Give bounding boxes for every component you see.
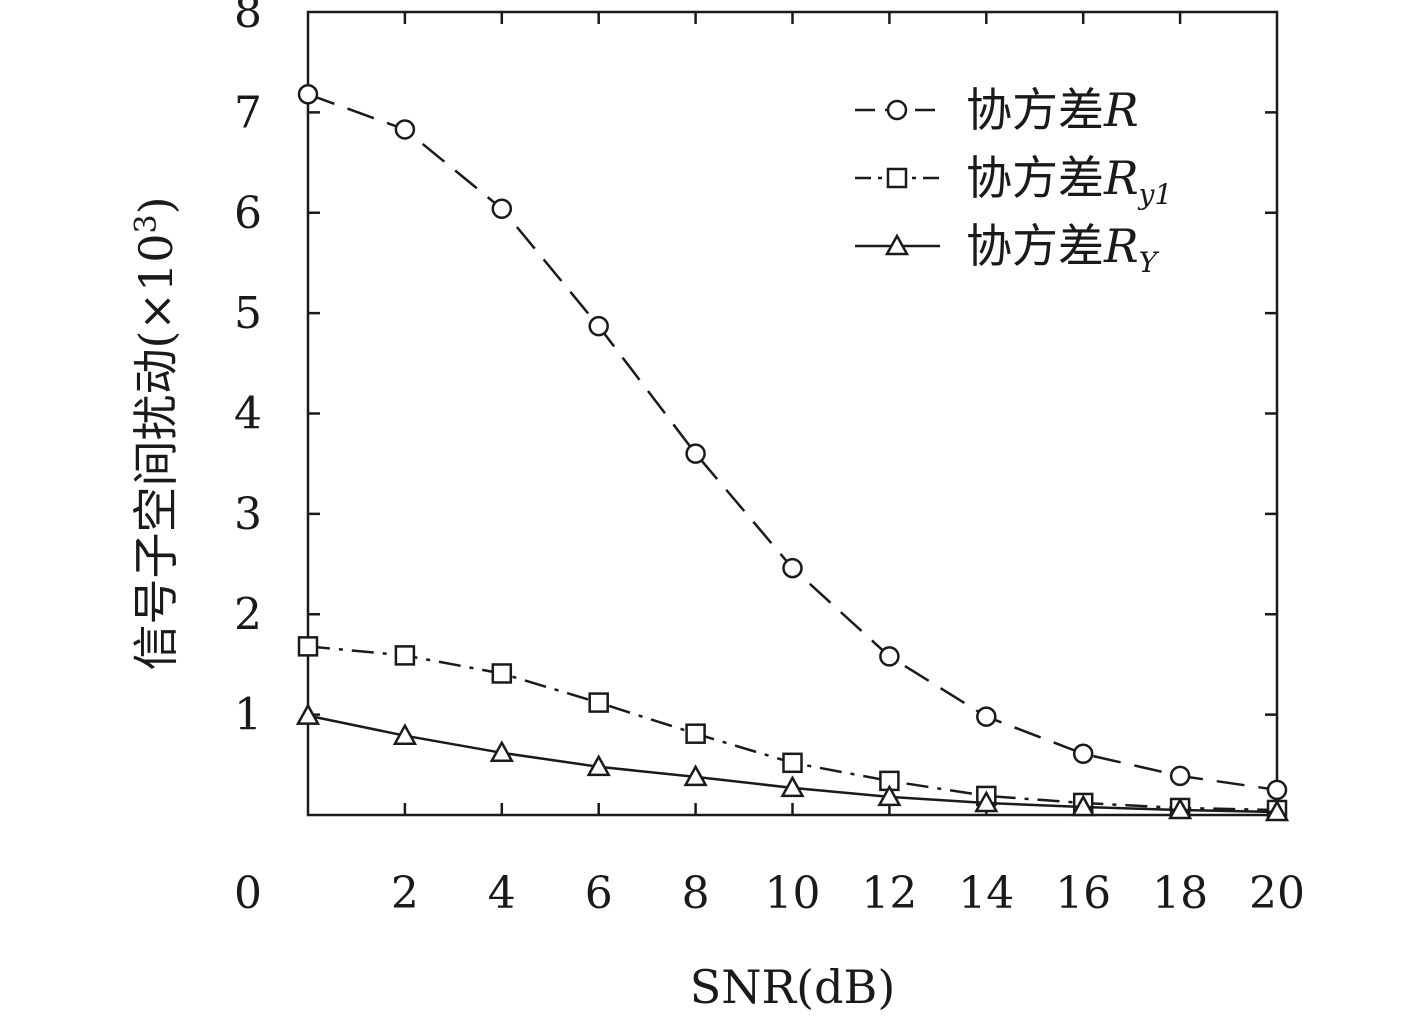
data-point-triangle: [392, 723, 418, 745]
series-layer: [295, 84, 1290, 822]
x-axis: 0 2 4 6 8 10 12 14 16 18 20: [234, 12, 1305, 919]
x-tick-label: 14: [958, 868, 1014, 919]
legend-label-subscript: Y: [1139, 246, 1160, 279]
y-axis-label: 信号子空间扰动(×103): [129, 196, 183, 670]
x-tick-label: 8: [682, 868, 710, 919]
y-axis-label-text: 信号子空间扰动(×10: [129, 234, 183, 671]
x-axis-label: SNR(dB): [690, 960, 896, 1014]
x-tick-label: 4: [488, 868, 516, 919]
data-point-triangle: [1071, 794, 1096, 817]
data-point-square: [297, 636, 319, 657]
y-tick-label: 6: [234, 188, 262, 239]
data-point-triangle: [683, 764, 708, 787]
legend-entry-2: 协方差Ry1: [855, 151, 1172, 211]
x-tick-label: 16: [1055, 868, 1111, 919]
data-point-triangle: [295, 703, 321, 725]
legend-label-symbol: R: [1103, 151, 1139, 205]
data-point-square: [588, 692, 609, 713]
legend-label-text: 协方差: [966, 219, 1104, 273]
data-point-circle: [491, 198, 513, 219]
y-tick-label: 3: [234, 489, 262, 540]
legend-entry-1: 协方差R: [855, 83, 1139, 137]
data-point-circle: [1072, 743, 1094, 765]
data-point-square: [685, 723, 706, 744]
data-point-circle: [1266, 779, 1288, 801]
data-point-triangle: [489, 740, 514, 763]
y-axis-label-exponent: 3: [129, 214, 164, 233]
data-point-triangle: [877, 784, 902, 807]
series-1: [297, 84, 1288, 801]
y-tick-label: 5: [234, 288, 262, 339]
data-point-triangle: [974, 790, 999, 813]
data-point-circle: [685, 443, 706, 464]
legend-label: 协方差Ry1: [966, 151, 1172, 211]
legend-label: 协方差RY: [966, 219, 1160, 279]
data-point-square: [394, 645, 416, 666]
y-axis: 1 2 3 4 5 6 7 8: [234, 0, 1277, 741]
data-point-square: [782, 752, 803, 774]
y-tick-label: 1: [234, 690, 262, 741]
data-point-circle: [976, 706, 997, 727]
data-point-triangle: [1264, 799, 1290, 822]
x-tick-label: 12: [861, 868, 917, 919]
series-3: [295, 703, 1290, 822]
y-tick-label: 8: [234, 0, 262, 38]
data-point-circle: [394, 119, 416, 140]
legend-label: 协方差R: [966, 83, 1139, 137]
x-tick-label: 10: [765, 868, 821, 919]
x-tick-label: 0: [234, 868, 262, 919]
data-point-circle: [1169, 765, 1191, 787]
y-axis-label-close: ): [129, 196, 183, 214]
y-tick-label: 7: [234, 87, 262, 138]
y-tick-label: 2: [234, 589, 262, 640]
legend-entry-3: 协方差RY: [855, 219, 1160, 279]
legend-label-symbol: R: [1103, 83, 1139, 137]
x-tick-label: 20: [1249, 868, 1305, 919]
data-point-square: [491, 663, 513, 684]
y-tick-label: 4: [234, 389, 262, 440]
x-tick-label: 6: [585, 868, 613, 919]
data-point-triangle: [586, 754, 611, 777]
data-point-circle: [782, 557, 803, 579]
legend-label-symbol: R: [1103, 219, 1139, 273]
data-point-circle: [297, 84, 319, 105]
legend-label-subscript: y1: [1137, 178, 1173, 211]
legend-label-text: 协方差: [966, 151, 1104, 205]
x-tick-label: 18: [1152, 868, 1208, 919]
legend-marker: [886, 99, 908, 121]
legend-marker: [886, 167, 908, 189]
data-point-triangle: [780, 775, 805, 798]
data-point-circle: [879, 646, 900, 667]
data-point-triangle: [1167, 797, 1193, 820]
legend-label-text: 协方差: [966, 83, 1104, 137]
legend-marker: [884, 233, 910, 256]
data-point-circle: [588, 315, 609, 337]
x-tick-label: 2: [391, 868, 419, 919]
